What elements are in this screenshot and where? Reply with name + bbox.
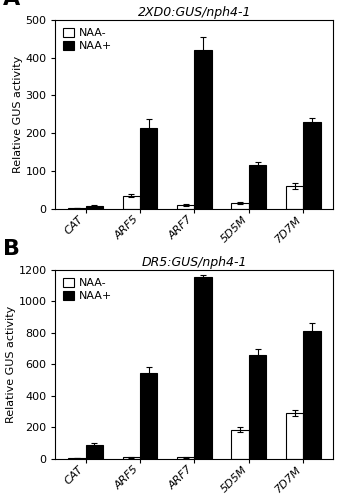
Bar (286, 186, 303, 209)
Legend: NAA-, NAA+: NAA-, NAA+ (61, 26, 114, 54)
Bar (286, 413, 303, 459)
Text: B: B (3, 238, 20, 258)
Bar (195, 277, 212, 459)
Bar (68, 208, 85, 209)
Bar (140, 128, 157, 209)
Bar (195, 50, 212, 209)
Bar (303, 331, 321, 459)
Bar (249, 166, 266, 209)
Bar (232, 430, 249, 459)
Bar (140, 373, 157, 459)
Y-axis label: Relative GUS activity: Relative GUS activity (13, 56, 23, 173)
Bar (123, 458, 140, 459)
Bar (85, 444, 103, 459)
Bar (249, 355, 266, 459)
Bar (232, 203, 249, 209)
Bar (68, 458, 85, 459)
Text: A: A (3, 0, 20, 8)
Y-axis label: Relative GUS activity: Relative GUS activity (5, 306, 16, 423)
Bar (303, 122, 321, 209)
Bar (177, 458, 195, 459)
Bar (85, 206, 103, 209)
Title: 2XD0:GUS/nph4-1: 2XD0:GUS/nph4-1 (138, 6, 251, 18)
Bar (177, 205, 195, 209)
Legend: NAA-, NAA+: NAA-, NAA+ (61, 276, 114, 303)
Title: DR5:GUS/nph4-1: DR5:GUS/nph4-1 (142, 256, 247, 268)
Bar (123, 196, 140, 209)
